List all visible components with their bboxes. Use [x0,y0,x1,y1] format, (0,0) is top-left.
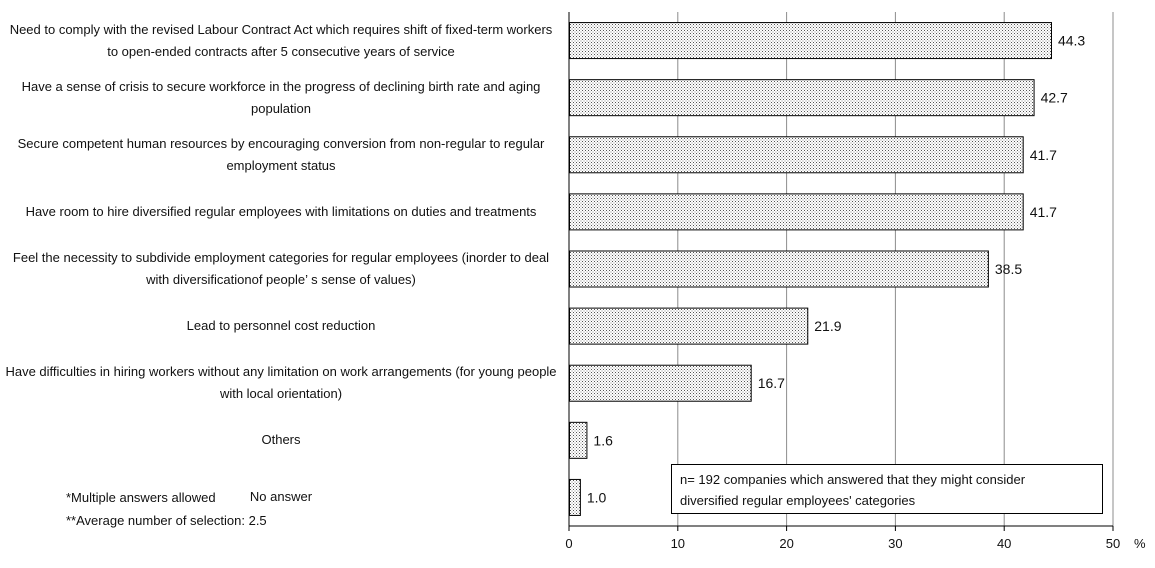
category-label: Lead to personnel cost reduction [186,318,376,334]
bar-value-label: 16.7 [758,375,785,391]
note-multiple-answers: *Multiple answers allowed [66,490,216,505]
bar [569,478,581,516]
category-label: No answer [249,489,313,505]
x-axis: 0 10 20 30 40 50% [565,12,1146,551]
bar-value-label: 21.9 [814,318,841,334]
x-tick-label: 20 [779,536,793,551]
bar-value-label: 42.7 [1041,90,1068,106]
x-tick-label: 40 [997,536,1011,551]
sample-size-line-2: diversified regular employees' categorie… [680,493,916,508]
bar-value-label: 41.7 [1030,147,1057,163]
bar [569,136,1024,174]
note-average-selection: **Average number of selection: 2.5 [66,513,267,528]
bar [569,79,1035,117]
x-tick-label: 30 [888,536,902,551]
x-tick-label: 50 [1106,536,1120,551]
bar-value-label: 38.5 [995,261,1022,277]
sample-size-box: n= 192 companies which answered that the… [671,464,1103,514]
x-tick-label: 10 [671,536,685,551]
category-label: Have a sense of crisis to secure workfor… [21,78,541,116]
category-label: Others [261,432,301,448]
bar [569,307,809,345]
x-tick-label: 0 [565,536,572,551]
bars: 44.3 42.7 41.7 41.7 38.5 21.9 16.7 1.6 1.0 [569,22,1085,516]
category-label: Have room to hire diversified regular em… [25,203,537,219]
bar [569,364,752,402]
category-label: Feel the necessity to subdivide employme… [12,250,550,287]
bar-value-label: 44.3 [1058,33,1085,49]
category-label: Need to comply with the revised Labour C… [9,21,553,59]
bar-value-label: 1.0 [587,489,607,505]
bar-value-label: 41.7 [1030,204,1057,220]
category-label: Have difficulties in hiring workers with… [5,364,557,402]
bar [569,193,1024,231]
bar [569,250,989,288]
category-label: Secure competent human resources by enco… [17,135,545,173]
sample-size-line-1: n= 192 companies which answered that the… [680,472,1026,487]
bar-value-label: 1.6 [593,432,613,448]
bar [569,22,1052,60]
x-axis-unit: % [1134,536,1146,551]
bar [569,421,588,459]
